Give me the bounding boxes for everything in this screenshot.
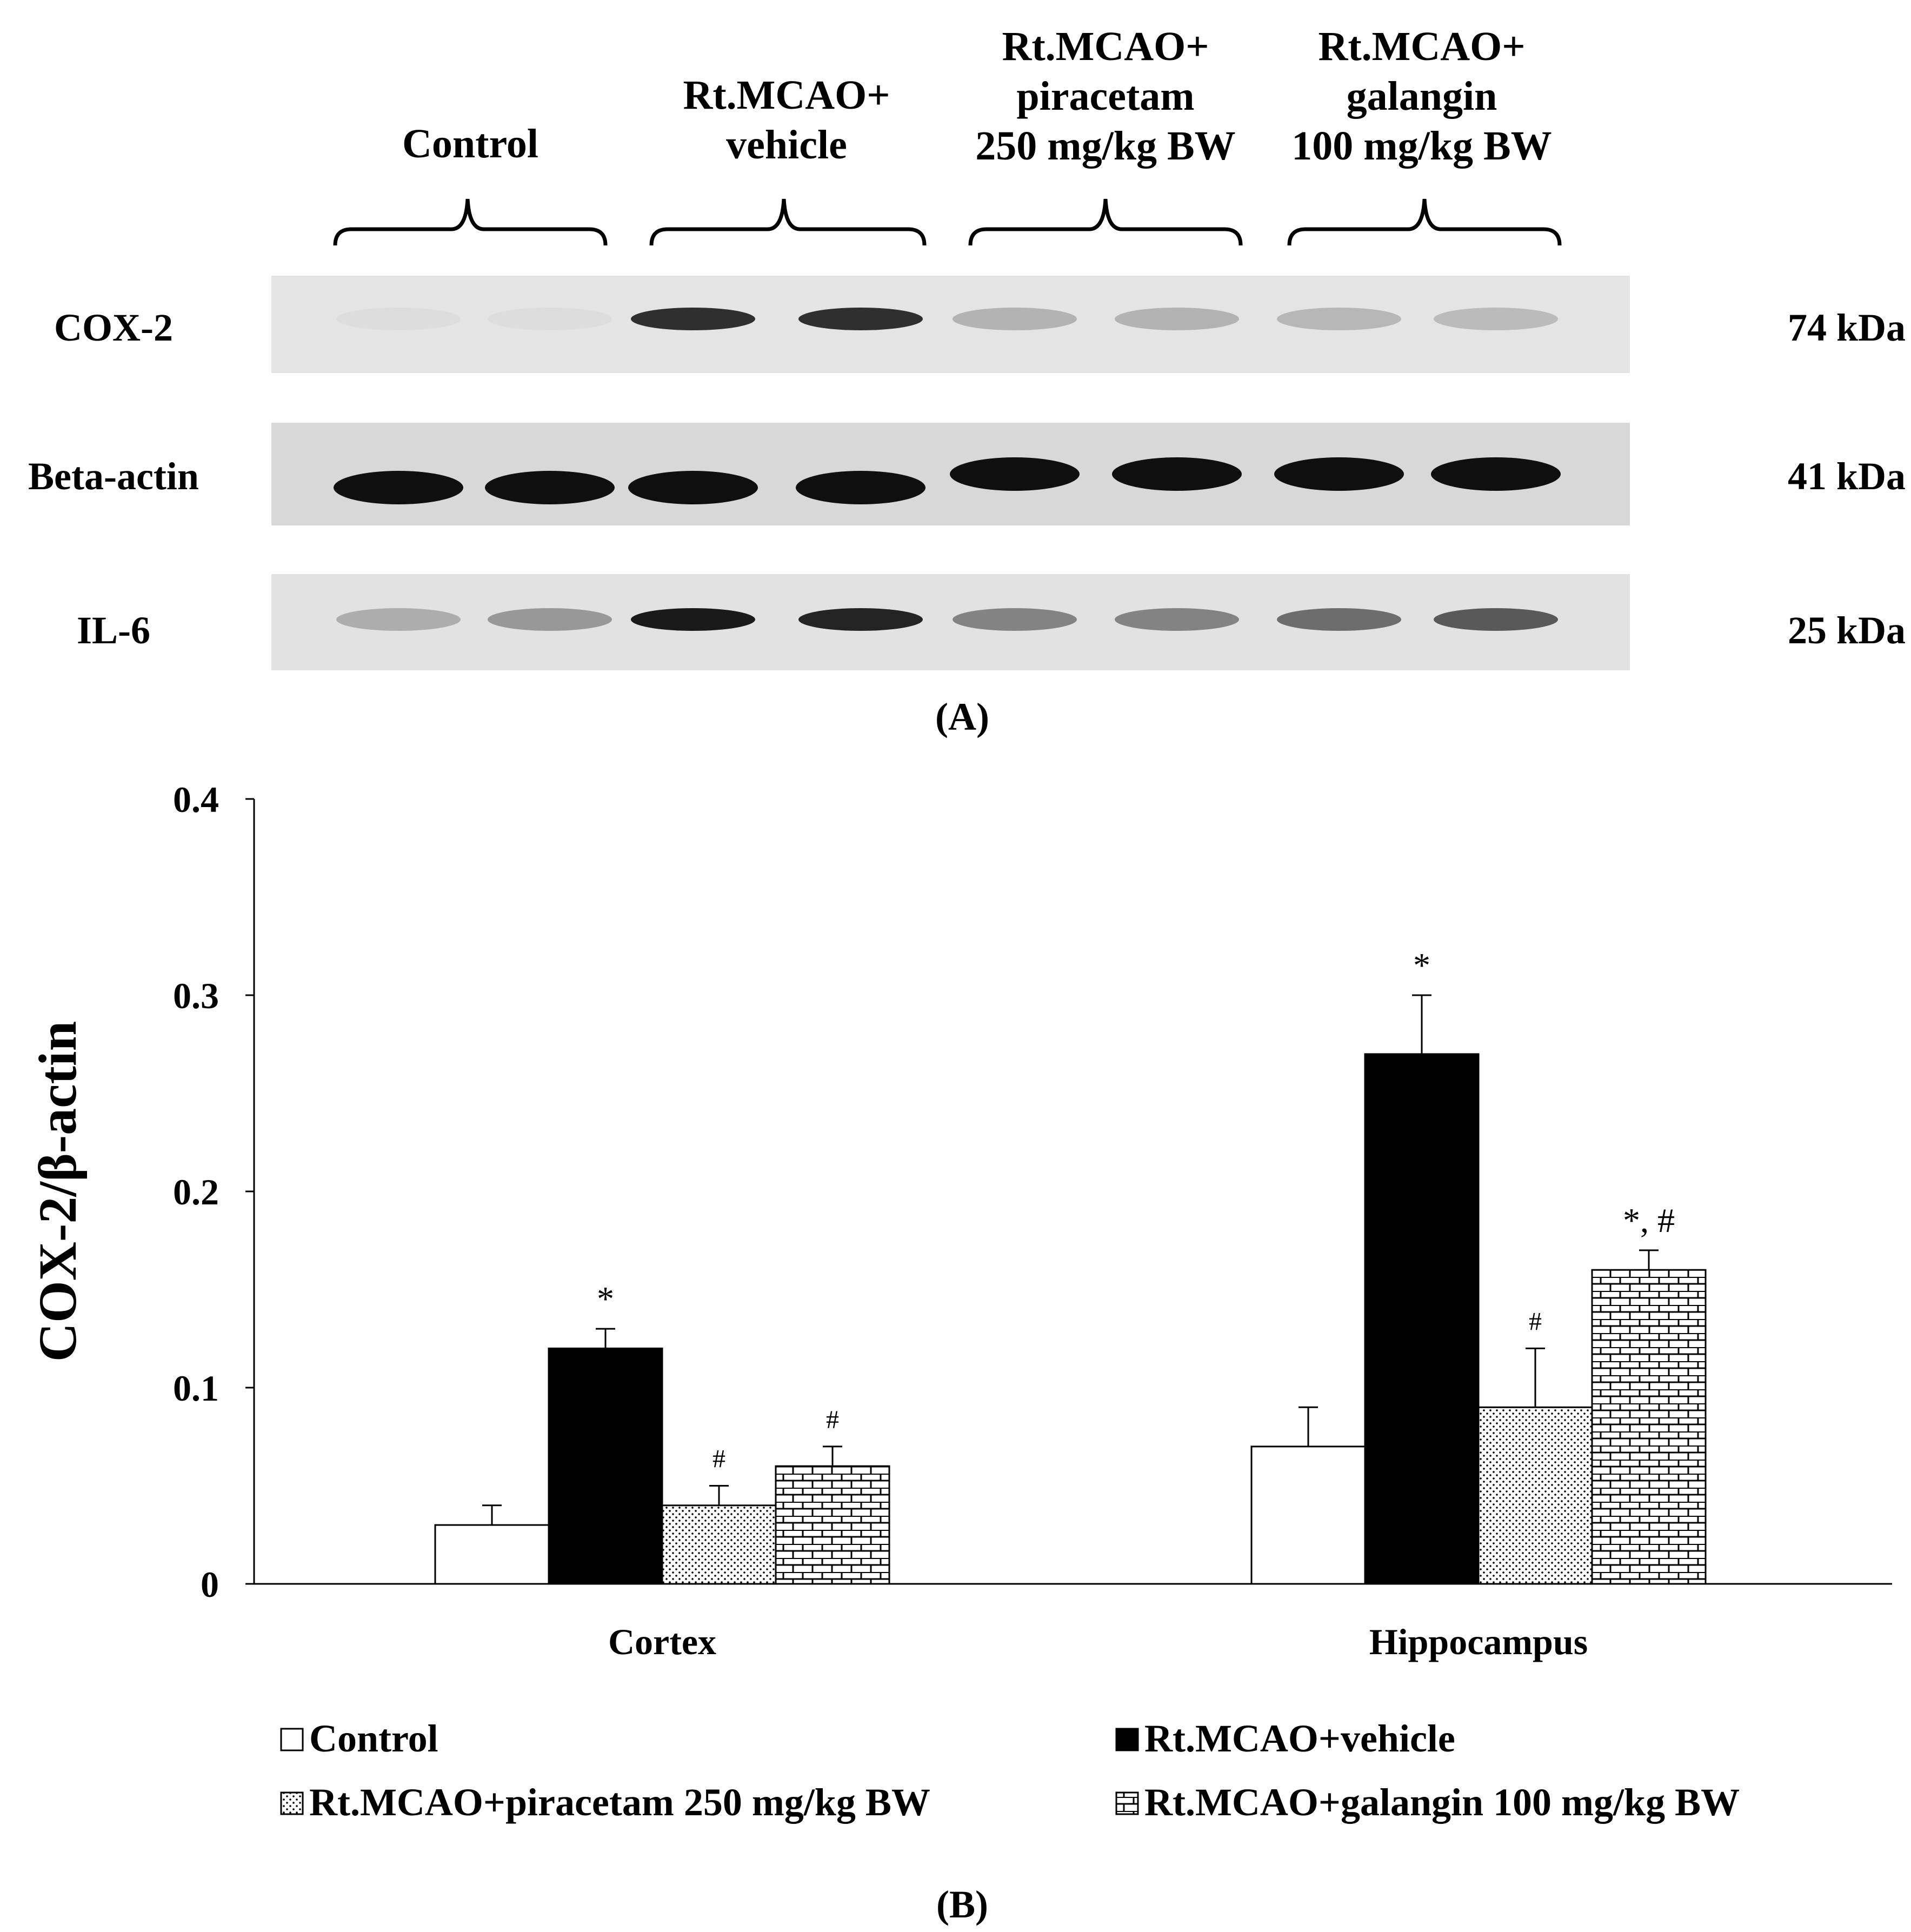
blot-band — [1434, 608, 1558, 631]
blot-size-il6: 25 kDa — [1787, 609, 1906, 652]
blot-band — [953, 308, 1077, 330]
bar — [775, 1465, 890, 1585]
bar — [1364, 1053, 1480, 1585]
blot-background — [271, 574, 1630, 670]
bar — [1477, 1406, 1593, 1585]
blot-band — [334, 471, 463, 504]
lane-group-label-control: Control — [319, 119, 622, 169]
blot-band — [798, 308, 923, 330]
brace-control — [333, 198, 608, 246]
lane-group-label-line: 100 mg/kg BW — [1291, 123, 1552, 169]
significance-mark: *, # — [1623, 1201, 1675, 1240]
legend-swatch — [280, 1791, 304, 1815]
blot-background — [271, 276, 1630, 373]
blot-band — [1277, 608, 1401, 631]
blot-band — [1434, 308, 1558, 330]
bar — [1250, 1445, 1366, 1585]
significance-mark: * — [1413, 946, 1430, 984]
blot-band — [336, 608, 461, 631]
legend-label: Control — [309, 1717, 438, 1760]
x-category-label: Cortex — [608, 1621, 716, 1662]
blot-band — [796, 471, 925, 504]
blot-strip-cox2 — [271, 276, 1630, 373]
blot-band — [953, 608, 1077, 631]
lane-group-braces — [333, 198, 1562, 246]
panel-b-chart: 0 0.1 0.2 0.3 0.4 COX-2/β-actin Cortex Hippocam… — [0, 757, 1911, 1878]
y-axis-title: COX-2/β-actin — [28, 1021, 88, 1362]
y-tick-label: 0.2 — [173, 1171, 219, 1213]
lane-group-label-line: Control — [402, 121, 538, 166]
lane-group-label-line: Rt.MCAO+ — [1002, 24, 1209, 69]
bar — [548, 1347, 663, 1585]
blot-band — [488, 608, 612, 631]
blot-row-label-beta-actin: Beta-actin — [28, 455, 199, 498]
blot-band — [336, 308, 461, 330]
lane-group-label-line: vehicle — [726, 122, 847, 168]
brace-piracetam — [968, 198, 1243, 246]
legend-label: Rt.MCAO+galangin 100 mg/kg BW — [1144, 1781, 1740, 1824]
y-tick-label: 0 — [201, 1564, 219, 1605]
bar — [661, 1504, 777, 1585]
legend-swatch — [1115, 1791, 1139, 1815]
significance-mark: # — [826, 1405, 839, 1434]
lane-group-label-line: 250 mg/kg BW — [975, 123, 1236, 169]
blot-band — [950, 457, 1080, 491]
brace-vehicle — [649, 198, 927, 246]
bar-chart-svg: 0 0.1 0.2 0.3 0.4 COX-2/β-actin Cortex Hippocam… — [28, 779, 1892, 1824]
bar — [1591, 1269, 1707, 1585]
blot-size-beta-actin: 41 kDa — [1787, 455, 1906, 498]
blot-band — [485, 471, 615, 504]
lane-group-label-line: piracetam — [1016, 74, 1195, 119]
lane-group-label-line: Rt.MCAO+ — [1318, 24, 1526, 69]
panel-b-label: (B) — [936, 1883, 988, 1926]
blot-band — [1277, 308, 1401, 330]
lane-group-label-piracetam: Rt.MCAO+ piracetam 250 mg/kg BW — [954, 22, 1257, 171]
blot-strip-beta-actin — [271, 423, 1630, 525]
blot-row-label-il6: IL-6 — [76, 609, 151, 652]
chart-legend: Control Rt.MCAO+vehicle Rt.MCAO+piracetam … — [280, 1717, 1740, 1824]
legend-swatch — [1115, 1728, 1139, 1751]
blot-band — [628, 471, 758, 504]
lane-group-label-line: galangin — [1346, 74, 1497, 119]
y-tick-label: 0.1 — [173, 1368, 219, 1409]
significance-mark: * — [597, 1280, 614, 1318]
panel-a-label: (A) — [935, 695, 989, 738]
blot-size-cox2: 74 kDa — [1787, 306, 1906, 349]
blot-band — [631, 308, 755, 330]
blot-band — [798, 608, 923, 631]
y-tick-label: 0.3 — [173, 975, 219, 1016]
lane-group-label-galangin: Rt.MCAO+ galangin 100 mg/kg BW — [1270, 22, 1573, 171]
blot-band — [1115, 308, 1239, 330]
lane-group-label-line: Rt.MCAO+ — [683, 72, 890, 118]
y-tick-label: 0.4 — [173, 779, 219, 820]
brace-galangin — [1287, 198, 1562, 246]
significance-mark: # — [1529, 1307, 1542, 1336]
legend-label: Rt.MCAO+piracetam 250 mg/kg BW — [309, 1781, 930, 1824]
x-category-label: Hippocampus — [1369, 1621, 1588, 1662]
blot-band — [488, 308, 612, 330]
bar — [434, 1524, 550, 1585]
blot-band — [631, 608, 755, 631]
legend-label: Rt.MCAO+vehicle — [1144, 1717, 1455, 1760]
blot-row-label-cox2: COX-2 — [54, 306, 173, 349]
lane-group-label-vehicle: Rt.MCAO+ vehicle — [635, 70, 938, 170]
blot-band — [1274, 457, 1404, 491]
blot-strip-il6 — [271, 574, 1630, 670]
blot-band — [1431, 457, 1561, 491]
blot-band — [1112, 457, 1242, 491]
chart-bars: * # # * # *, # — [434, 946, 1707, 1585]
blot-band — [1115, 608, 1239, 631]
legend-swatch — [280, 1728, 304, 1751]
significance-mark: # — [713, 1445, 725, 1474]
